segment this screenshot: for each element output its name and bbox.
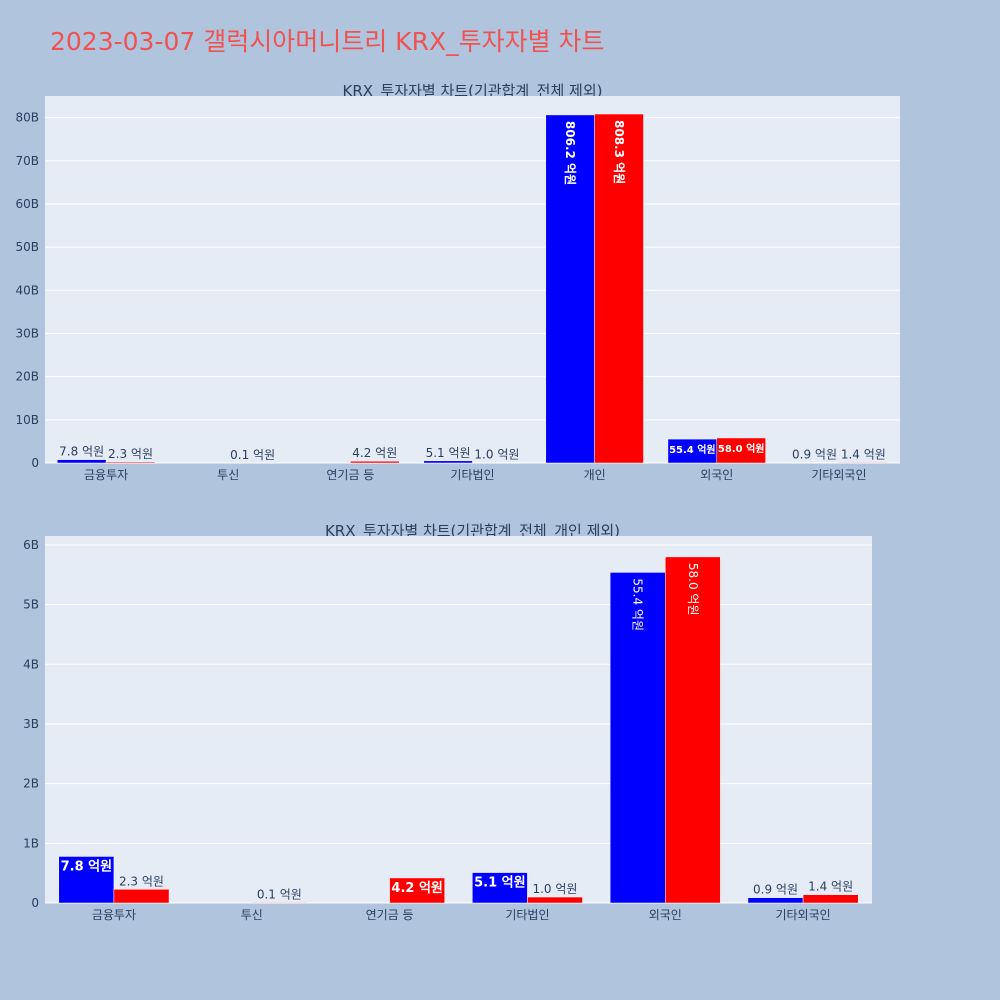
data-label: 7.8 억원 (59, 445, 104, 459)
data-label: 7.8 억원 (61, 859, 112, 874)
bar (58, 856, 115, 904)
y-tick-label: 60B (15, 197, 39, 211)
y-tick-label: 20B (15, 370, 39, 384)
data-label: 5.1 억원 (474, 876, 525, 891)
y-tick-label: 80B (15, 111, 39, 125)
x-tick-label: 외국인 (700, 468, 733, 482)
y-tick-label: 6B (23, 538, 39, 552)
x-tick-label: 연기금 등 (326, 468, 374, 482)
data-label: 55.4 억원 (669, 443, 716, 456)
data-label: 5.1 억원 (426, 446, 471, 460)
bar (802, 894, 859, 904)
bar (838, 462, 889, 464)
bar (56, 459, 107, 464)
chart-1-title: KRX_투자자별 차트(기관합계_전체 제외) (342, 82, 603, 100)
x-tick-label: 기타외국인 (811, 468, 866, 482)
x-tick-label: 연기금 등 (366, 908, 414, 922)
data-label: 806.2 억원 (563, 121, 577, 185)
data-label: 1.4 억원 (808, 880, 853, 894)
x-tick-label: 외국인 (649, 908, 682, 922)
data-label: 0.9 억원 (753, 883, 798, 897)
y-tick-label: 30B (15, 326, 39, 340)
y-tick-label: 0 (31, 896, 39, 910)
data-label: 4.2 억원 (391, 881, 442, 896)
x-tick-label: 기타법인 (505, 908, 549, 922)
x-tick-label: 금융투자 (84, 468, 128, 482)
page-title: 2023-03-07 갤럭시아머니트리 KRX_투자자별 차트 (50, 27, 605, 56)
x-tick-label: 기타법인 (450, 468, 494, 482)
chart-2-title: KRX_투자자별 차트(기관합계_전체_개인 제외) (324, 522, 621, 540)
x-tick-label: 투신 (217, 468, 239, 482)
bar (665, 556, 721, 904)
bar (105, 461, 156, 464)
bar (350, 460, 400, 464)
bar (609, 572, 666, 904)
bar (716, 437, 766, 464)
data-label: 0.1 억원 (230, 448, 275, 462)
x-tick-label: 금융투자 (92, 908, 136, 922)
y-tick-label: 4B (23, 657, 39, 671)
x-tick-label: 개인 (584, 468, 606, 482)
plot-area (45, 536, 872, 903)
y-tick-label: 10B (15, 413, 39, 427)
bar (472, 872, 528, 904)
chart-1: 0 10B 20B 30B 40B 50B 60B 70B 80B 금융투자 7.8 억원 2.3 억… (15, 96, 900, 482)
x-tick-label: 투신 (241, 908, 263, 922)
data-label: 0.1 억원 (257, 887, 302, 901)
data-label: 1.0 억원 (474, 448, 519, 462)
data-label: 808.3 억원 (612, 120, 626, 184)
bar (527, 896, 583, 904)
data-label: 58.0 억원 (718, 442, 765, 455)
y-tick-label: 0 (31, 456, 39, 470)
bar (251, 902, 308, 904)
y-tick-label: 2B (23, 777, 39, 791)
x-tick-label: 기타외국인 (775, 908, 830, 922)
y-tick-label: 5B (23, 598, 39, 612)
bar (594, 113, 644, 464)
bar (423, 460, 473, 464)
bar (545, 114, 595, 464)
y-tick-label: 3B (23, 717, 39, 731)
data-label: 58.0 억원 (686, 563, 700, 616)
data-label: 2.3 억원 (108, 447, 153, 461)
data-label: 4.2 억원 (352, 446, 397, 460)
bar (113, 889, 170, 904)
data-label: 1.4 억원 (841, 447, 886, 461)
y-tick-label: 1B (23, 836, 39, 850)
data-label: 1.0 억원 (532, 882, 577, 896)
y-tick-label: 40B (15, 283, 39, 297)
data-label: 0.9 억원 (792, 448, 837, 462)
bar (389, 877, 445, 904)
y-tick-label: 70B (15, 154, 39, 168)
bar (747, 897, 804, 904)
plot-area (45, 96, 900, 463)
data-label: 55.4 억원 (631, 578, 645, 631)
y-tick-label: 50B (15, 240, 39, 254)
data-label: 2.3 억원 (119, 874, 164, 888)
